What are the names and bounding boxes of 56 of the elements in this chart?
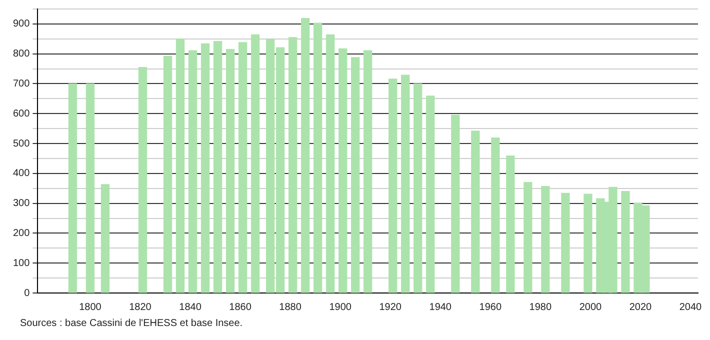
y-tick-label: 700 (12, 78, 30, 90)
bar (584, 194, 592, 293)
bar (541, 186, 550, 293)
bar (200, 43, 210, 293)
x-tick-label: 1940 (429, 302, 452, 313)
x-tick-label: 2000 (579, 302, 602, 313)
x-tick-label: 2020 (629, 302, 652, 313)
bar (401, 74, 410, 293)
bar (351, 57, 360, 293)
bar (226, 49, 235, 293)
bar (100, 184, 110, 293)
source-note: Sources : base Cassini de l'EHESS et base Insee. (20, 318, 244, 329)
bar (524, 182, 532, 293)
bar (471, 130, 480, 293)
y-tick-label: 100 (12, 258, 30, 269)
bar (338, 48, 348, 293)
x-tick-label: 1820 (129, 302, 152, 313)
bar (238, 42, 248, 293)
x-tick-label: 1900 (329, 302, 352, 313)
y-tick-label: 600 (12, 108, 30, 120)
y-tick-label: 300 (12, 198, 30, 210)
x-tick-label: 1880 (279, 302, 302, 313)
bar (68, 83, 78, 293)
bar (414, 83, 422, 293)
y-tick-label: 200 (12, 228, 30, 239)
y-tick-label: 0 (24, 288, 30, 299)
y-tick-label: 900 (12, 18, 30, 30)
bar (288, 37, 298, 293)
x-tick-label: 1960 (479, 302, 502, 313)
bar (188, 50, 198, 293)
bar (506, 155, 515, 293)
x-tick-label: 2040 (679, 302, 702, 313)
bar (250, 34, 260, 293)
y-tick-label: 400 (12, 168, 30, 180)
bar (388, 78, 398, 293)
bar (561, 192, 570, 293)
x-tick-label: 1980 (529, 302, 552, 313)
x-tick-label: 1840 (179, 302, 202, 313)
bar (426, 96, 435, 293)
bar (213, 40, 222, 293)
bar (176, 38, 185, 293)
bar (326, 34, 335, 293)
x-tick-label: 1860 (229, 302, 252, 313)
bar (313, 22, 322, 293)
bar (300, 18, 310, 293)
bar (491, 138, 500, 293)
y-tick-label: 800 (12, 48, 30, 60)
bar (138, 66, 148, 293)
bar (163, 56, 172, 293)
x-tick-label: 1920 (379, 302, 402, 313)
bar (451, 114, 460, 293)
bar (621, 191, 630, 293)
y-tick-label: 500 (12, 138, 30, 150)
bar (364, 50, 372, 293)
bar (86, 83, 95, 293)
x-tick-label: 1800 (79, 302, 102, 313)
